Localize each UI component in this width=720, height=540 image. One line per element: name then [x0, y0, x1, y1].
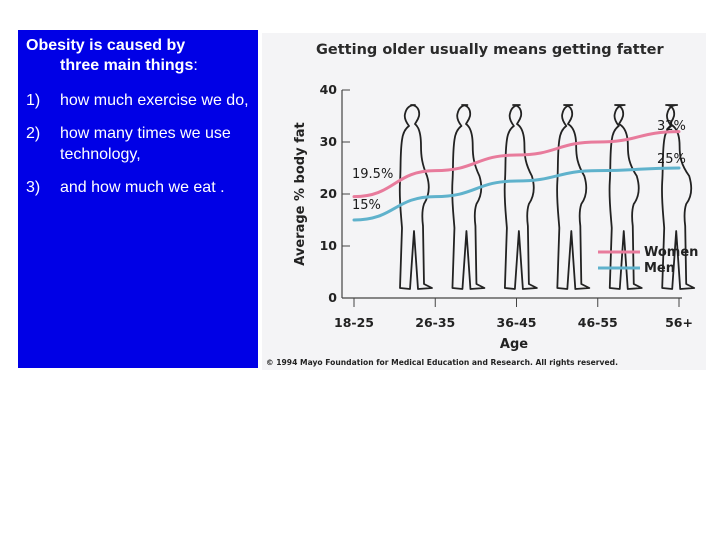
chart-title: Getting older usually means getting fatt… — [316, 42, 664, 58]
x-tick-label: 56+ — [665, 315, 693, 330]
cause-list: 1) how much exercise we do, 2) how many … — [26, 90, 252, 198]
y-tick-label: 40 — [320, 82, 338, 97]
list-number: 2) — [26, 125, 41, 142]
y-tick-label: 30 — [320, 134, 338, 149]
heading-line-1: Obesity is caused by — [26, 37, 186, 54]
y-tick-label: 10 — [320, 238, 338, 253]
annotation-women-start: 19.5% — [352, 167, 393, 182]
legend-women-label: Women — [644, 245, 698, 260]
legend-men-label: Men — [644, 261, 675, 276]
chart-panel: Getting older usually means getting fatt… — [262, 33, 706, 370]
silhouette-figure — [398, 104, 433, 290]
heading-line-2: three main things: — [26, 56, 252, 76]
body-fat-chart: Getting older usually means getting fatt… — [266, 42, 698, 367]
axes-group: 0 10 20 30 40 18-25 26-35 36-45 46-55 56+ — [320, 82, 693, 330]
list-item: 2) how many times we use technology, — [26, 123, 252, 165]
annotation-men-start: 15% — [352, 198, 381, 213]
list-item: 3) and how much we eat . — [26, 177, 252, 198]
y-tick-label: 0 — [328, 290, 337, 305]
copyright-text: © 1994 Mayo Foundation for Medical Educa… — [266, 358, 618, 367]
silhouette-figure — [503, 104, 538, 290]
x-axis-label: Age — [500, 337, 528, 352]
x-tick-label: 18-25 — [334, 315, 374, 330]
slide-heading: Obesity is caused by three main things: — [26, 36, 252, 76]
heading-line-2-text: three main things — [60, 57, 194, 74]
annotation-men-end: 25% — [657, 152, 686, 167]
silhouette-group — [398, 104, 696, 290]
list-item: 1) how much exercise we do, — [26, 90, 252, 111]
list-number: 3) — [26, 179, 41, 196]
annotation-women-end: 32% — [657, 119, 686, 134]
list-text: how many times we use technology, — [60, 125, 231, 163]
heading-colon: : — [193, 57, 198, 74]
silhouette-figure — [556, 104, 591, 290]
silhouette-figure — [661, 104, 696, 290]
silhouette-figure — [608, 104, 643, 290]
silhouette-figure — [451, 104, 486, 290]
x-tick-label: 36-45 — [497, 315, 537, 330]
series-group — [352, 130, 681, 222]
text-panel: Obesity is caused by three main things: … — [18, 30, 258, 368]
series-line-men — [352, 166, 681, 222]
y-tick-label: 20 — [320, 186, 338, 201]
list-text: and how much we eat . — [60, 179, 225, 196]
x-tick-label: 46-55 — [578, 315, 618, 330]
y-axis-label: Average % body fat — [293, 122, 308, 265]
list-text: how much exercise we do, — [60, 92, 249, 109]
x-tick-label: 26-35 — [415, 315, 455, 330]
list-number: 1) — [26, 92, 41, 109]
